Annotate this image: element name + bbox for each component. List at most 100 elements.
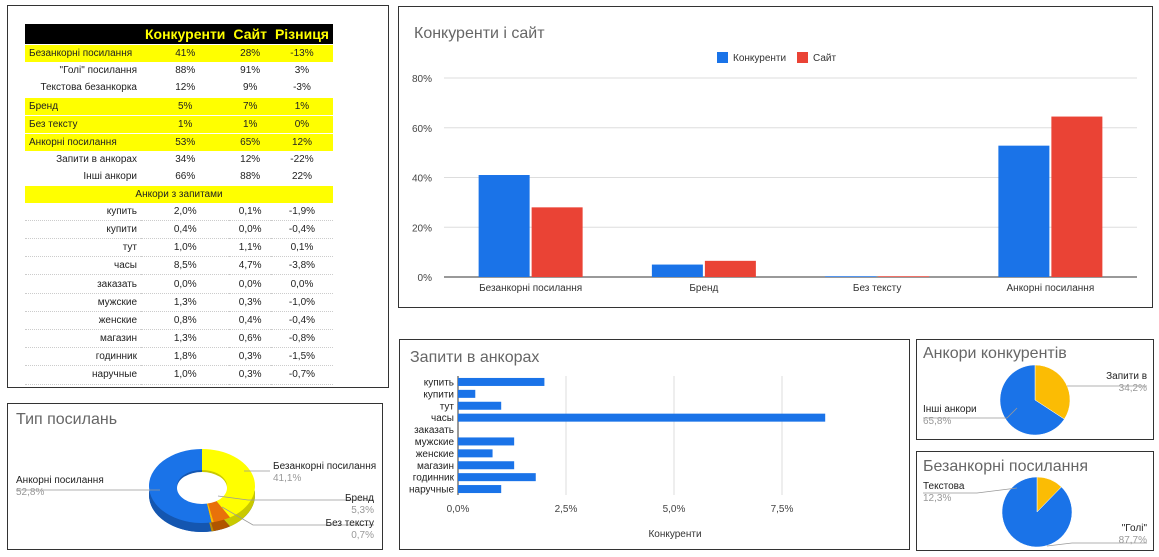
query-competitors: 2,0% xyxy=(141,202,230,221)
query-row: заказать 0,0% 0,0% 0,0% xyxy=(25,274,333,294)
y-tick-label: 80% xyxy=(412,74,432,85)
row-site: 7% xyxy=(229,96,271,116)
donut-slice xyxy=(206,501,214,523)
chart-title: Тип посилань xyxy=(16,411,118,428)
y-tick-label: наручные xyxy=(409,485,454,496)
legend-swatch xyxy=(717,52,728,63)
x-tick-label: 7,5% xyxy=(771,504,794,515)
query-label: магазин xyxy=(25,329,141,349)
bar xyxy=(458,413,826,422)
row-diff: 22% xyxy=(291,171,312,183)
queries-chart-panel: Запити в анкорах 0,0% 2,5% 5,0% 7,5% купить к… xyxy=(399,339,910,550)
y-tick-label: заказать xyxy=(414,425,454,436)
bar-site xyxy=(878,276,930,277)
y-tick-label: купити xyxy=(423,389,454,400)
query-competitors: 1,0% xyxy=(141,238,230,258)
row-site: 28% xyxy=(229,44,271,63)
query-competitors: 1,0% xyxy=(141,365,230,385)
row-diff: 12% xyxy=(270,132,333,152)
row-competitors: 88% xyxy=(175,65,196,77)
slice-label: Без тексту xyxy=(326,518,374,529)
bar xyxy=(458,449,493,458)
query-diff: -1,5% xyxy=(270,347,333,367)
query-site: 0,3% xyxy=(229,347,271,367)
query-row: купить 2,0% 0,1% -1,9% xyxy=(25,202,333,221)
query-diff: -1,9% xyxy=(270,202,333,221)
bar-competitors xyxy=(651,264,703,277)
leader-line xyxy=(923,487,1018,494)
query-diff: -0,4% xyxy=(270,311,333,331)
query-row: магазин 1,3% 0,6% -0,8% xyxy=(25,329,333,349)
leader-line xyxy=(923,407,1018,419)
y-tick-label: годинник xyxy=(413,473,455,484)
bar xyxy=(458,389,476,398)
slice-label: Безанкорні посилання xyxy=(273,461,376,472)
section-header-row: Анкори з запитами xyxy=(25,185,333,203)
competitor-anchors-chart-panel: Анкори конкурентів Запити в 34,2% Інші анк… xyxy=(916,339,1154,440)
y-tick-label: тут xyxy=(440,401,455,412)
chart-title: Запити в анкорах xyxy=(410,349,540,366)
bar xyxy=(458,485,502,494)
query-label: наручные xyxy=(25,365,141,385)
query-competitors: 8,5% xyxy=(141,256,230,276)
query-site: 0,6% xyxy=(229,329,271,349)
x-tick-label: 5,0% xyxy=(663,504,686,515)
query-site: 4,7% xyxy=(229,256,271,276)
query-site: 0,1% xyxy=(229,202,271,221)
table-row: "Голі" посилання 88% 91% 3% xyxy=(25,62,333,79)
table-header-blank xyxy=(25,24,141,45)
y-tick-label: 60% xyxy=(412,124,432,135)
pie-slice xyxy=(999,364,1065,436)
header-diff: Різниця xyxy=(270,24,333,45)
row-site: 88% xyxy=(240,171,261,183)
table-row: Запити в анкорах 34% 12% -22% xyxy=(25,151,333,168)
query-row: купити 0,4% 0,0% -0,4% xyxy=(25,220,333,240)
table-header-row: Конкуренти Сайт Різниця xyxy=(25,24,333,45)
table-row: Інші анкори 66% 88% 22% xyxy=(25,168,333,185)
row-label: Анкорні посилання xyxy=(25,132,141,152)
row-site: 65% xyxy=(229,132,271,152)
query-row: наручные 1,0% 0,3% -0,7% xyxy=(25,365,333,385)
row-site: 9% xyxy=(242,82,258,94)
x-tick-label: Анкорні посилання xyxy=(1007,283,1095,294)
leader-line xyxy=(1046,542,1147,547)
row-label: Інші анкори xyxy=(83,171,137,183)
row-competitors: 53% xyxy=(141,132,230,152)
chart-title: Конкуренти і сайт xyxy=(414,25,545,42)
query-label: заказать xyxy=(25,274,141,294)
query-competitors: 0,8% xyxy=(141,311,230,331)
query-site: 0,0% xyxy=(229,274,271,294)
bar xyxy=(458,437,515,446)
row-competitors: 66% xyxy=(175,171,196,183)
query-diff: -3,8% xyxy=(270,256,333,276)
query-row: женские 0,8% 0,4% -0,4% xyxy=(25,311,333,331)
slice-percent: 52,8% xyxy=(16,487,44,498)
bar-site xyxy=(1051,116,1103,278)
row-diff: -3% xyxy=(293,82,311,94)
row-site: 12% xyxy=(240,154,261,166)
leader-line xyxy=(221,506,374,526)
row-site: 1% xyxy=(229,114,271,134)
query-site: 0,4% xyxy=(229,311,271,331)
query-diff: -0,7% xyxy=(270,365,333,385)
slice-percent: 34,2% xyxy=(1119,383,1147,394)
table-row: Безанкорні посилання 41% 28% -13% xyxy=(25,44,333,63)
slice-percent: 0,7% xyxy=(351,530,374,541)
y-tick-label: мужские xyxy=(415,437,455,448)
donut-hole xyxy=(177,472,227,504)
slice-label: Бренд xyxy=(345,493,374,504)
query-competitors: 0,4% xyxy=(141,220,230,240)
donut-slice xyxy=(202,449,256,518)
query-label: годинник xyxy=(25,347,141,367)
query-site: 0,3% xyxy=(229,365,271,385)
bar xyxy=(458,401,502,410)
query-diff: -0,4% xyxy=(270,220,333,240)
donut-slice xyxy=(207,499,231,523)
table-row: Текстова безанкорка 12% 9% -3% xyxy=(25,79,333,97)
query-label: купить xyxy=(25,202,141,221)
query-site: 0,0% xyxy=(229,220,271,240)
link-type-chart-panel: Тип посилань Безанкорні посилання 41,1% Бр… xyxy=(7,403,383,550)
query-label: мужские xyxy=(25,293,141,312)
row-diff: -13% xyxy=(270,44,333,63)
row-competitors: 41% xyxy=(141,44,230,63)
